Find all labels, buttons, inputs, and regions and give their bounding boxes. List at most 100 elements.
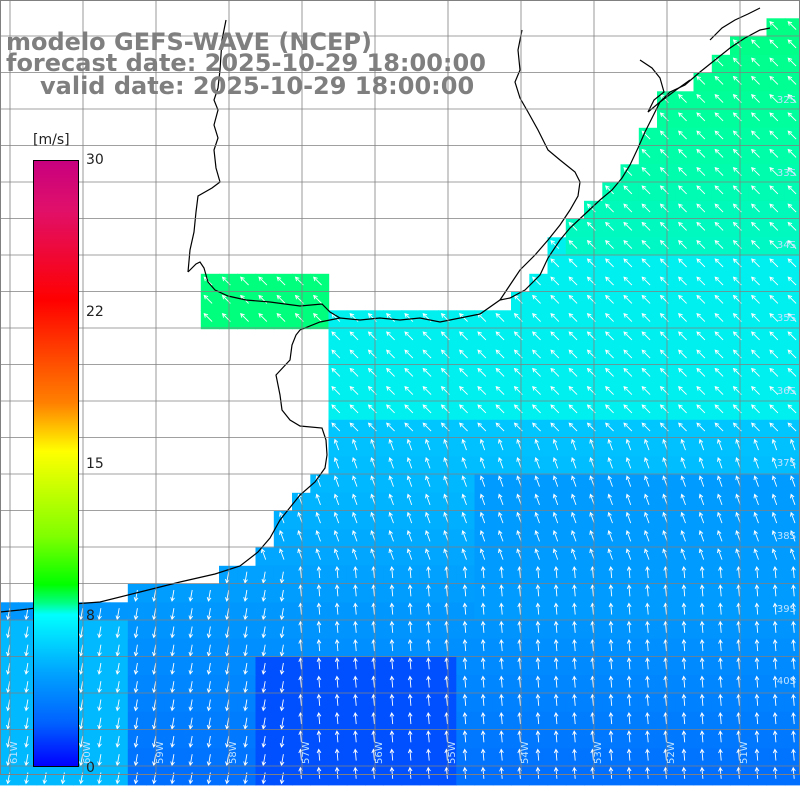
wind-arrow [79,626,84,639]
wind-arrow [152,754,157,767]
wind-arrow [425,457,431,469]
wind-arrow [572,748,577,761]
wind-speed-cell [273,675,293,695]
wind-arrow [678,240,687,249]
wind-arrow [791,638,796,652]
wind-arrow [696,313,706,322]
wind-arrow [133,608,139,621]
wind-arrow [751,57,760,67]
wind-arrow [516,475,522,487]
wind-arrow [769,331,779,341]
wind-arrow [754,675,760,688]
model-title: modelo GEFS-WAVE (NCEP) [6,28,372,56]
wind-arrow [334,730,340,743]
wind-arrow [425,475,431,487]
wind-speed-cell [91,675,111,695]
wind-arrow [498,493,504,506]
wind-speed-cell [237,602,257,622]
wind-arrow [480,766,486,779]
wind-speed-cell [784,419,800,439]
wind-arrow [386,422,395,432]
wind-arrow [315,511,321,524]
wind-arrow [608,766,614,779]
wind-arrow [754,620,760,633]
wind-arrow [316,657,322,670]
lon-label: 61W [9,741,20,764]
wind-arrow [589,548,595,560]
wind-arrow [406,511,413,524]
wind-arrow [425,438,431,451]
wind-arrow [791,711,796,725]
wind-arrow [623,313,633,322]
wind-arrow [386,331,395,341]
wind-arrow [97,735,102,748]
wind-arrow [389,693,395,706]
wind-speed-cell [200,602,220,622]
wind-arrow [589,530,595,542]
wind-arrow [772,693,778,706]
wind-arrow [790,548,796,560]
wind-arrow [133,681,139,694]
wind-arrow [680,475,686,487]
wind-speed-cell [784,675,800,695]
wind-arrow [769,185,779,195]
wind-arrow [769,112,779,122]
wind-arrow [696,203,706,213]
wind-arrow [605,203,614,213]
wind-arrow [206,699,212,712]
wind-arrow [535,565,541,579]
lon-label: 59W [155,741,166,764]
wind-arrow [550,313,560,322]
wind-arrow [645,584,650,597]
wind-arrow [6,681,11,694]
wind-arrow [572,675,577,688]
wind-arrow [389,711,395,725]
wind-arrow [353,693,358,706]
wind-arrow [203,294,213,304]
wind-arrow [681,657,687,670]
wind-arrow [188,608,194,621]
wind-arrow [261,644,267,657]
wind-arrow [644,511,650,524]
wind-arrow [553,675,559,688]
wind-arrow [499,638,504,652]
wind-arrow [699,675,705,688]
wind-arrow [718,565,723,579]
wind-arrow [459,404,468,414]
wind-arrow [532,276,541,286]
wind-arrow [550,331,560,341]
wind-arrow [754,602,760,615]
wind-arrow [718,675,723,688]
wind-speed-cell [784,529,800,549]
wind-arrow [97,662,102,675]
wind-arrow [24,626,29,639]
wind-arrow [499,748,504,761]
wind-arrow [699,657,705,670]
wind-arrow [334,620,340,633]
wind-arrow [550,386,560,395]
wind-arrow [426,620,431,633]
wind-arrow [754,693,760,706]
wind-arrow [261,717,267,730]
wind-arrow [516,493,522,506]
wind-arrow [407,565,413,579]
wind-arrow [735,530,741,542]
wind-arrow [407,602,413,615]
wind-arrow [225,735,230,748]
wind-arrow [170,662,175,675]
wind-arrow [772,657,778,670]
wind-arrow [479,475,486,487]
wind-arrow [404,404,414,414]
wind-arrow [696,94,706,103]
wind-arrow [407,657,413,670]
wind-arrow [662,438,668,451]
wind-arrow [388,438,394,451]
wind-arrow [605,294,614,304]
wind-arrow [681,693,687,706]
wind-arrow [625,438,632,451]
wind-arrow [568,313,578,322]
wind-speed-cell [200,748,220,768]
wind-arrow [641,221,651,231]
wind-arrow [769,240,779,249]
